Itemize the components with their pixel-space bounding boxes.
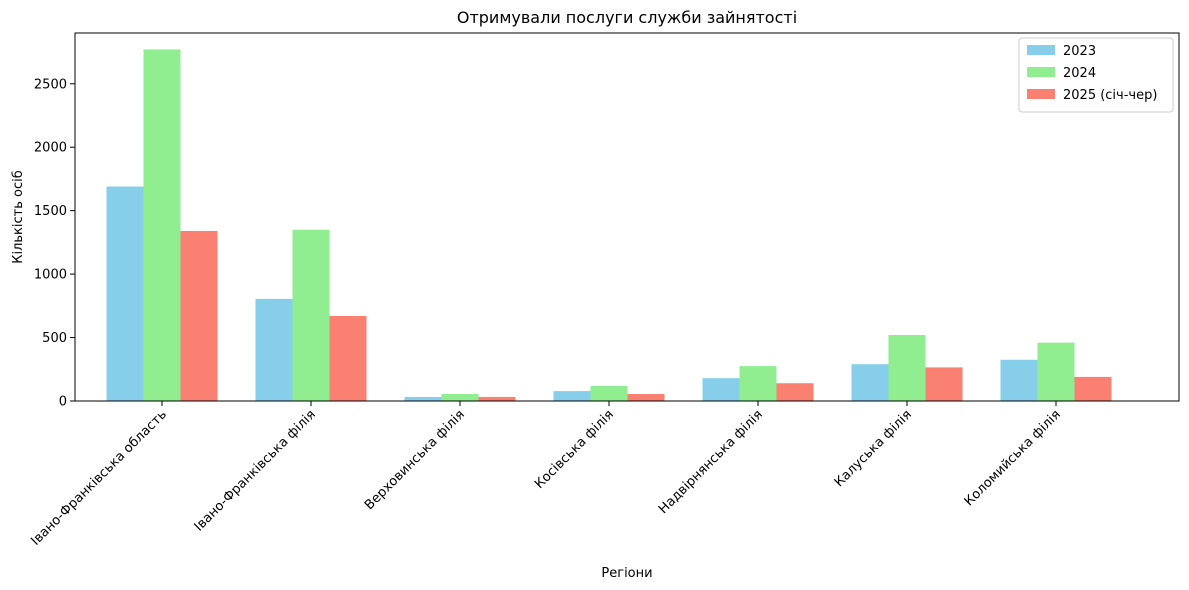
bar-2025--2: [478, 396, 516, 401]
bar-2025--0: [180, 230, 218, 401]
x-axis: Івано-Франківська область Івано-Франківсь…: [28, 401, 1064, 549]
legend-label-0: 2023: [1063, 44, 1096, 59]
bar-2025--1: [329, 315, 367, 401]
bar-2024-3: [590, 386, 628, 401]
bar-2023-5: [851, 364, 889, 401]
bar-2024-1: [292, 229, 330, 401]
chart-title: Отримували послуги служби зайнятості: [457, 8, 797, 27]
x-tick-label-3: Косівська філія: [532, 407, 617, 492]
bar-2024-0: [143, 49, 181, 401]
y-tick-label-0: 0: [59, 395, 67, 410]
plot-area: [75, 33, 1179, 401]
bar-2024-4: [739, 366, 777, 401]
bar-2023-3: [553, 391, 591, 401]
y-tick-label-1: 500: [42, 331, 67, 346]
x-tick-label-6: Коломийська філія: [962, 407, 1064, 509]
bar-2025--4: [776, 383, 814, 401]
bar-2024-6: [1037, 342, 1075, 401]
y-tick-label-5: 2500: [34, 77, 67, 92]
legend-swatch-1: [1027, 67, 1055, 77]
x-tick-label-5: Калуська філія: [832, 407, 915, 490]
bar-2025--5: [925, 367, 963, 401]
bar-2023-1: [255, 298, 293, 401]
legend-swatch-2: [1027, 89, 1055, 99]
plot-frame: [74, 32, 1180, 402]
legend-swatch-0: [1027, 45, 1055, 55]
bar-2025--3: [627, 394, 665, 401]
x-tick-label-0: Івано-Франківська область: [28, 407, 169, 548]
bar-2023-4: [702, 378, 740, 401]
x-tick-label-2: Верховинська філія: [362, 407, 468, 513]
bar-2023-2: [404, 396, 442, 401]
y-axis: 0 500 1000 1500 2000 2500: [34, 77, 75, 410]
legend-label-1: 2024: [1063, 66, 1096, 81]
bars-group: [106, 49, 1112, 401]
bar-2023-6: [1000, 359, 1038, 401]
x-tick-label-4: Надвірнянська філія: [656, 407, 766, 517]
legend-frame: [1018, 37, 1174, 113]
bar-2024-2: [441, 394, 479, 401]
bar-2023-0: [106, 186, 144, 401]
y-tick-label-4: 2000: [34, 141, 67, 156]
legend: 2023 2024 2025 (січ-чер): [1018, 37, 1174, 113]
x-tick-label-1: Івано-Франківська філія: [192, 407, 319, 534]
bar-2025--6: [1074, 376, 1112, 401]
y-tick-label-3: 1500: [34, 204, 67, 219]
y-axis-label: Кількість осіб: [11, 170, 26, 264]
bar-2024-5: [888, 335, 926, 401]
legend-label-2: 2025 (січ-чер): [1063, 88, 1157, 103]
x-axis-label: Регіони: [601, 566, 652, 581]
y-tick-label-2: 1000: [34, 268, 67, 283]
